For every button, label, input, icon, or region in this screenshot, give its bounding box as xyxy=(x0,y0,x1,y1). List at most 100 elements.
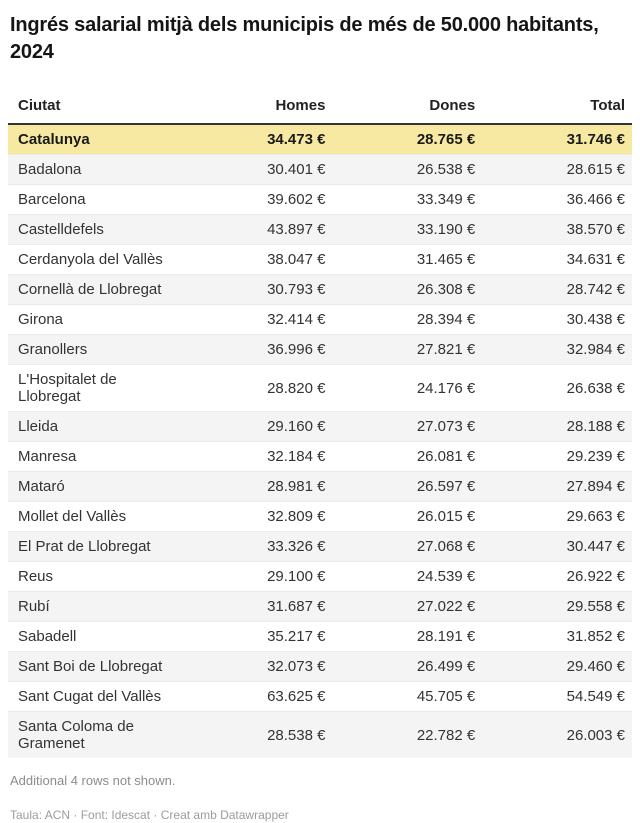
table-row: Mollet del Vallès 32.809 € 26.015 € 29.663 … xyxy=(8,501,632,532)
cell-dones: 27.022 € xyxy=(416,598,476,615)
table-row-highlight: Catalunya 34.473 € 28.765 € 31.746 € xyxy=(8,124,632,155)
cell-ciutat: Rubí xyxy=(18,598,50,615)
cell-dones: 26.499 € xyxy=(416,658,476,675)
cell-ciutat: Mataró xyxy=(18,478,65,495)
table-row: L'Hospitalet de Llobregat 28.820 € 24.176 … xyxy=(8,364,632,412)
cell-homes: 39.602 € xyxy=(267,191,326,208)
additional-rows-note: Additional 4 rows not shown. xyxy=(10,773,176,788)
cell-ciutat: Castelldefels xyxy=(18,221,104,238)
cell-homes: 33.326 € xyxy=(267,538,326,555)
salary-table: Ciutat Homes Dones Total Catalunya 34.473… xyxy=(8,90,632,758)
table-row: Castelldefels 43.897 € 33.190 € 38.570 € xyxy=(8,214,632,245)
cell-dones: 28.765 € xyxy=(416,131,476,148)
cell-ciutat: Cornellà de Llobregat xyxy=(18,281,162,298)
cell-dones: 22.782 € xyxy=(416,726,476,744)
cell-homes: 28.981 € xyxy=(267,478,326,495)
cell-homes: 35.217 € xyxy=(267,628,326,645)
cell-ciutat: Manresa xyxy=(18,448,77,465)
cell-ciutat: Lleida xyxy=(18,418,59,435)
cell-homes: 29.100 € xyxy=(267,568,326,585)
cell-ciutat: Sabadell xyxy=(18,628,77,645)
cell-dones: 27.821 € xyxy=(416,341,476,358)
cell-total: 30.447 € xyxy=(566,538,625,555)
cell-total: 28.615 € xyxy=(566,161,625,178)
cell-homes: 63.625 € xyxy=(267,688,326,705)
cell-ciutat: El Prat de Llobregat xyxy=(18,538,151,555)
cell-total: 28.742 € xyxy=(566,281,625,298)
cell-total: 54.549 € xyxy=(566,688,625,705)
cell-homes: 34.473 € xyxy=(267,131,326,148)
cell-dones: 24.176 € xyxy=(416,379,476,397)
cell-homes: 28.820 € xyxy=(267,379,326,397)
cell-total: 29.239 € xyxy=(566,448,625,465)
table-row: Reus 29.100 € 24.539 € 26.922 € xyxy=(8,561,632,592)
column-header-total: Total xyxy=(482,90,632,125)
cell-total: 27.894 € xyxy=(566,478,625,495)
cell-ciutat: Mollet del Vallès xyxy=(18,508,127,525)
cell-dones: 26.597 € xyxy=(416,478,476,495)
cell-homes: 29.160 € xyxy=(267,418,326,435)
cell-total: 28.188 € xyxy=(566,418,625,435)
footer-attribution: Taula: ACN · Font: Idescat · Creat amb D… xyxy=(10,808,289,822)
cell-dones: 26.308 € xyxy=(416,281,476,298)
table-row: Santa Coloma de Gramenet 28.538 € 22.782 €… xyxy=(8,711,632,758)
cell-total: 29.663 € xyxy=(566,508,625,525)
cell-homes: 28.538 € xyxy=(267,726,326,744)
cell-dones: 28.394 € xyxy=(416,311,476,328)
table-row: Cornellà de Llobregat 30.793 € 26.308 € 28.… xyxy=(8,274,632,305)
cell-homes: 32.809 € xyxy=(267,508,326,525)
cell-homes: 32.184 € xyxy=(267,448,326,465)
table-row: Lleida 29.160 € 27.073 € 28.188 € xyxy=(8,411,632,442)
cell-ciutat: Catalunya xyxy=(18,131,90,148)
cell-dones: 26.015 € xyxy=(416,508,476,525)
cell-total: 30.438 € xyxy=(566,311,625,328)
column-header-dones: Dones xyxy=(332,90,483,125)
cell-dones: 45.705 € xyxy=(416,688,476,705)
cell-total: 32.984 € xyxy=(566,341,625,358)
chart-title: Ingrés salarial mitjà dels municipis de … xyxy=(10,14,599,63)
cell-ciutat: Girona xyxy=(18,311,64,328)
cell-homes: 32.414 € xyxy=(267,311,326,328)
cell-total: 29.460 € xyxy=(566,658,625,675)
cell-homes: 38.047 € xyxy=(267,251,326,268)
table-row: Sabadell 35.217 € 28.191 € 31.852 € xyxy=(8,621,632,652)
table-body: Catalunya 34.473 € 28.765 € 31.746 € Badalon… xyxy=(8,124,632,758)
cell-ciutat: Santa Coloma de Gramenet xyxy=(18,718,134,752)
cell-ciutat: Reus xyxy=(18,568,54,585)
table-row: Cerdanyola del Vallès 38.047 € 31.465 € 34.… xyxy=(8,244,632,275)
cell-dones: 31.465 € xyxy=(416,251,476,268)
cell-dones: 33.190 € xyxy=(416,221,476,238)
cell-total: 36.466 € xyxy=(566,191,625,208)
cell-ciutat: Sant Boi de Llobregat xyxy=(18,658,163,675)
cell-ciutat: Barcelona xyxy=(18,191,86,208)
cell-total: 38.570 € xyxy=(566,221,625,238)
cell-total: 29.558 € xyxy=(566,598,625,615)
column-header-ciutat: Ciutat xyxy=(8,90,183,125)
table-header-row: Ciutat Homes Dones Total xyxy=(8,90,632,125)
cell-dones: 27.068 € xyxy=(416,538,476,555)
table-row: Badalona 30.401 € 26.538 € 28.615 € xyxy=(8,154,632,185)
cell-total: 34.631 € xyxy=(566,251,625,268)
table-row: Mataró 28.981 € 26.597 € 27.894 € xyxy=(8,471,632,502)
cell-ciutat: Cerdanyola del Vallès xyxy=(18,251,163,268)
cell-dones: 28.191 € xyxy=(416,628,476,645)
cell-ciutat: Granollers xyxy=(18,341,88,358)
cell-total: 26.922 € xyxy=(566,568,625,585)
cell-homes: 32.073 € xyxy=(267,658,326,675)
cell-total: 26.003 € xyxy=(566,726,625,744)
table-row: Sant Boi de Llobregat 32.073 € 26.499 € 29.… xyxy=(8,651,632,682)
cell-total: 31.852 € xyxy=(566,628,625,645)
cell-ciutat: Badalona xyxy=(18,161,82,178)
column-header-homes: Homes xyxy=(182,90,333,125)
table-row: Girona 32.414 € 28.394 € 30.438 € xyxy=(8,304,632,335)
table-row: Sant Cugat del Vallès 63.625 € 45.705 € 54.… xyxy=(8,681,632,712)
cell-total: 26.638 € xyxy=(566,379,625,397)
table-row: Granollers 36.996 € 27.821 € 32.984 € xyxy=(8,334,632,365)
cell-dones: 26.081 € xyxy=(416,448,476,465)
table-row: El Prat de Llobregat 33.326 € 27.068 € 30.4… xyxy=(8,531,632,562)
cell-ciutat: L'Hospitalet de Llobregat xyxy=(18,371,117,405)
cell-dones: 33.349 € xyxy=(416,191,476,208)
cell-homes: 36.996 € xyxy=(267,341,326,358)
cell-total: 31.746 € xyxy=(566,131,625,148)
